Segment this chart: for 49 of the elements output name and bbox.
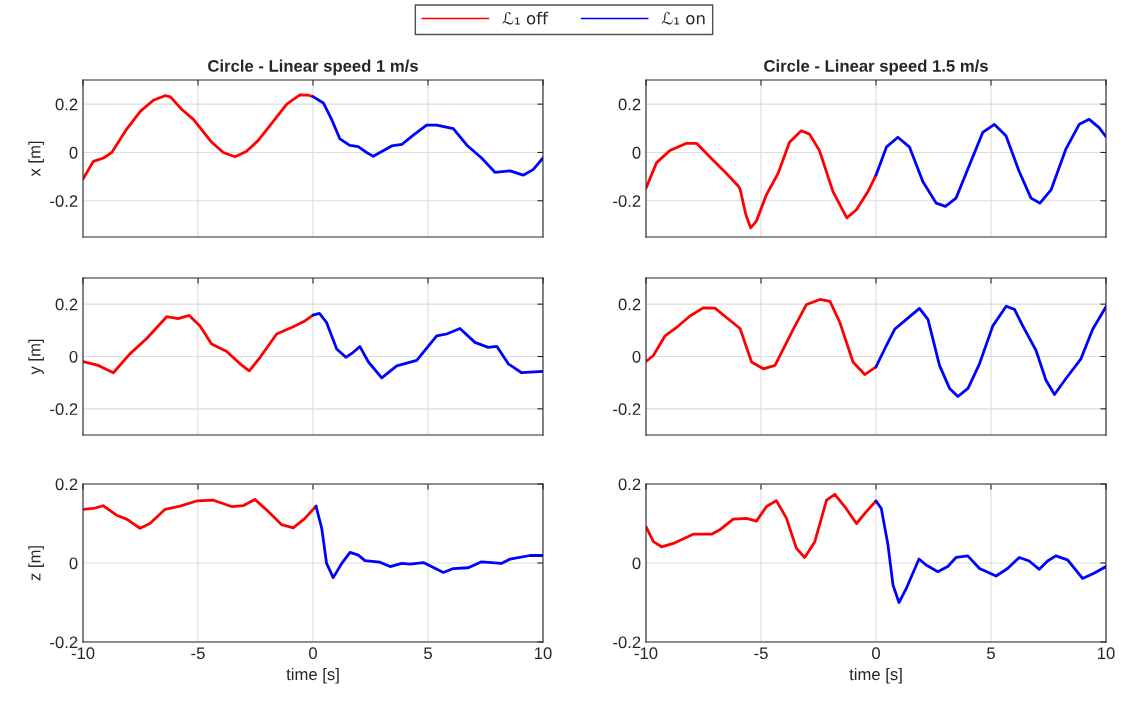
y-tick-label: -0.2	[613, 636, 641, 649]
x-tick-label: 5	[987, 647, 995, 660]
line-series	[83, 498, 318, 530]
x-axis-title: time [s]	[849, 667, 902, 684]
line-series	[311, 95, 543, 177]
y-tick-label: 0	[632, 557, 641, 570]
x-tick-label: 5	[424, 647, 432, 660]
y-tick-label: 0.2	[55, 298, 78, 311]
line-series	[874, 304, 1106, 398]
y-tick-label: -0.2	[50, 195, 78, 207]
y-tick-label: 0.2	[618, 298, 641, 311]
y-tick-label: -0.2	[50, 403, 78, 416]
y-tick-label: -0.2	[50, 636, 78, 649]
y-axis-title: z [m]	[28, 546, 44, 581]
line-series	[314, 504, 543, 580]
legend-label: ℒ₁ off	[502, 11, 549, 25]
line-series	[83, 313, 315, 375]
y-axis-title: x [m]	[28, 141, 44, 177]
x-tick-label: 10	[535, 647, 552, 660]
line-series	[874, 499, 1106, 604]
legend-label: ℒ₁ on	[661, 11, 705, 25]
line-series	[83, 93, 315, 181]
line-series	[311, 311, 543, 380]
line-series	[646, 492, 878, 559]
x-tick-label: -5	[754, 647, 768, 660]
y-axis-title: y [m]	[28, 339, 44, 375]
x-tick-label: -10	[634, 647, 658, 660]
y-tick-label: -0.2	[613, 403, 641, 416]
line-series	[874, 117, 1106, 208]
y-tick-label: 0.2	[55, 478, 78, 491]
y-tick-label: 0	[69, 350, 78, 363]
x-axis-title: time [s]	[286, 667, 339, 684]
line-series	[646, 298, 878, 376]
y-tick-label: 0.2	[55, 98, 78, 111]
y-tick-label: -0.2	[613, 195, 641, 207]
y-tick-label: 0	[69, 557, 78, 570]
chart-title: Circle - Linear speed 1 m/s	[208, 59, 418, 76]
y-tick-label: 0	[632, 146, 641, 159]
x-tick-label: 0	[872, 647, 880, 660]
y-tick-label: 0	[69, 146, 78, 159]
y-tick-label: 0	[632, 350, 641, 363]
x-tick-label: 10	[1098, 647, 1115, 660]
x-tick-label: 0	[309, 647, 317, 660]
chart-title: Circle - Linear speed 1.5 m/s	[764, 59, 988, 76]
line-series	[646, 129, 878, 230]
x-tick-label: -10	[71, 647, 95, 660]
x-tick-label: -5	[191, 647, 205, 660]
y-tick-label: 0.2	[618, 98, 641, 111]
y-tick-label: 0.2	[618, 478, 641, 491]
